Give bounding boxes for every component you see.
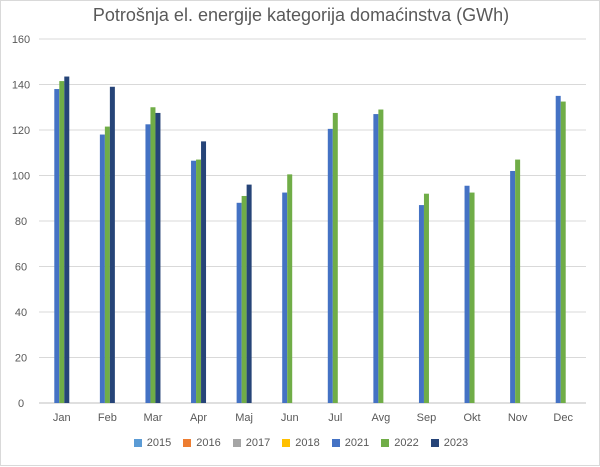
x-tick-label: Nov: [508, 412, 528, 424]
x-tick-label: Jun: [281, 412, 299, 424]
bar-2023-mar: [155, 112, 161, 403]
x-tick-label: Sep: [417, 412, 437, 424]
legend-item-2016: 2016: [183, 437, 221, 449]
legend-item-2015: 2015: [133, 437, 172, 449]
bar-2021-maj: [236, 202, 242, 403]
x-tick-label: Okt: [463, 412, 480, 424]
legend-swatch: [430, 439, 439, 447]
x-tick-label: Maj: [235, 412, 253, 424]
x-tick-label: Avg: [371, 412, 390, 424]
y-tick-label: 80: [15, 216, 27, 228]
bar-2022-feb: [104, 126, 110, 404]
legend-label: 2015: [146, 437, 172, 449]
bar-2021-mar: [145, 124, 151, 403]
bar-2021-nov: [510, 170, 516, 403]
legend-label: 2023: [443, 437, 469, 449]
bar-2022-okt: [469, 192, 475, 403]
x-tick-label: Mar: [143, 412, 162, 424]
y-tick-label: 140: [12, 80, 30, 92]
chart-legend: 2015 2016 2017 2018 2021 2022 2023: [1, 437, 600, 449]
bar-2021-jan: [54, 89, 60, 404]
y-tick-label: 120: [12, 125, 30, 137]
bar-2022-maj: [241, 195, 247, 403]
bar-2023-feb: [109, 86, 115, 404]
legend-swatch: [331, 439, 340, 447]
x-tick-label: Dec: [553, 412, 573, 424]
x-tick-label: Jan: [53, 412, 71, 424]
bar-2022-jan: [59, 81, 65, 404]
y-tick-label: 60: [15, 262, 27, 274]
bar-2021-okt: [464, 185, 470, 403]
bar-2022-sep: [423, 193, 429, 403]
bar-2022-jul: [332, 112, 338, 403]
legend-label: 2016: [196, 437, 221, 449]
y-tick-label: 160: [12, 34, 30, 46]
bar-2021-avg: [373, 114, 379, 403]
bar-2021-dec: [555, 95, 561, 403]
bar-2021-sep: [418, 205, 424, 403]
bar-2023-apr: [201, 141, 207, 403]
legend-item-2018: 2018: [282, 437, 320, 449]
x-tick-label: Feb: [98, 412, 117, 424]
bar-2022-avg: [378, 109, 384, 404]
legend-item-2023: 2023: [430, 437, 469, 449]
bar-2021-feb: [99, 134, 105, 404]
bar-2022-nov: [515, 159, 521, 403]
x-tick-label: Apr: [190, 412, 207, 424]
chart-title: Potrošnja el. energije kategorija domaći…: [92, 5, 510, 25]
legend-swatch: [282, 439, 291, 447]
legend-swatch: [232, 439, 241, 447]
bar-2023-jan: [64, 76, 70, 403]
legend-label: 2021: [344, 437, 370, 449]
bar-2021-jul: [327, 128, 333, 404]
y-tick-label: 100: [12, 171, 30, 183]
bar-2021-apr: [191, 160, 197, 403]
legend-item-2021: 2021: [331, 437, 370, 449]
legend-label: 2017: [245, 437, 271, 449]
bar-2022-apr: [196, 159, 202, 403]
legend-label: 2022: [394, 437, 419, 449]
legend-item-2022: 2022: [381, 437, 419, 449]
y-tick-label: 20: [15, 353, 27, 365]
legend-swatch: [133, 439, 142, 447]
bar-2022-dec: [560, 101, 566, 403]
y-tick-label: 0: [18, 398, 24, 410]
bar-2021-jun: [282, 192, 288, 403]
bar-2023-maj: [246, 184, 252, 403]
bar-2022-mar: [150, 107, 156, 403]
x-tick-label: Jul: [328, 412, 342, 424]
legend-swatch: [183, 439, 192, 447]
legend-swatch: [381, 439, 390, 447]
legend-label: 2018: [295, 437, 320, 449]
y-tick-label: 40: [15, 307, 27, 319]
bar-2022-jun: [287, 174, 293, 403]
legend-item-2017: 2017: [232, 437, 271, 449]
